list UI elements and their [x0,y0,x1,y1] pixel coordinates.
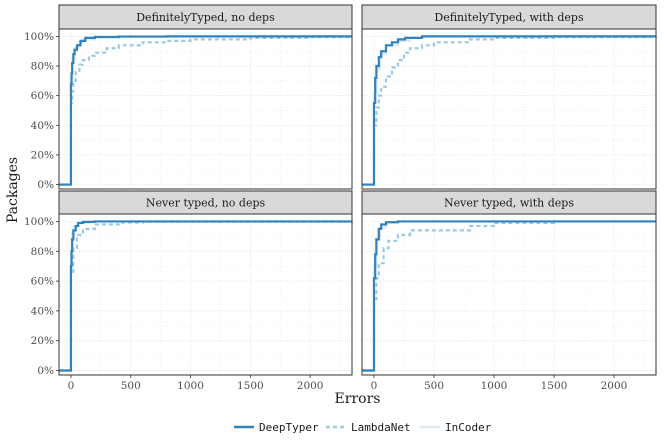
x-tick-label: 2000 [297,380,324,392]
x-tick-label: 500 [424,380,444,392]
y-tick-label: 100% [24,216,54,228]
panel-border [361,28,657,190]
y-tick-label: 0% [37,365,54,377]
series-line-lambdanet [362,220,656,372]
y-tick-label: 60% [31,90,54,102]
panel-title: Never typed, no deps [146,197,266,210]
panel-title: DefinitelyTyped, no deps [136,11,275,24]
series-line-lambdanet [362,36,658,186]
y-tick-label: 0% [37,179,54,191]
panel-2: DefinitelyTyped, with deps [361,4,658,190]
series-line-lambdanet [59,36,354,186]
panel-border [58,28,353,190]
x-tick-label: 2000 [601,380,628,392]
panel-strip [58,4,353,30]
x-tick-label: 0 [68,380,75,392]
series-line-deeptyper [59,220,352,372]
x-tick-label: 1500 [541,380,568,392]
y-tick-label: 60% [31,276,54,288]
panel-background [59,214,352,375]
panel-border [58,213,353,376]
series-line-deeptyper [59,35,352,186]
legend-label-deeptyper: DeepTyper [259,421,319,434]
x-tick-label: 1000 [481,380,508,392]
panel-background [362,29,656,189]
panel-4: Never typed, with deps 0 500 1000 1500 2000 [361,190,657,392]
panel-3: Never typed, no deps 0% 20% 40% 60% 80% 100% 0 5… [24,190,354,392]
x-axis-title: Errors [335,391,381,407]
x-tick-label: 0 [371,380,378,392]
panel-background [59,29,352,189]
y-axis-title: Packages [5,157,21,223]
panel-1: DefinitelyTyped, no deps 0% 20% 40% 60% 80% 10… [24,4,354,191]
y-tick-label: 80% [31,61,54,73]
y-tick-label: 100% [24,31,54,43]
panel-border [361,213,657,376]
x-tick-label: 500 [121,380,141,392]
panel-background [362,214,656,375]
panel-title: Never typed, with deps [444,197,574,210]
x-tick-label: 1500 [237,380,264,392]
y-tick-label: 20% [31,149,54,161]
legend: DeepTyper LambdaNet InCoder [234,421,492,434]
x-tick-label: 1000 [177,380,204,392]
y-tick-label: 40% [31,120,54,132]
series-line-deeptyper [362,220,656,372]
legend-label-lambdanet: LambdaNet [351,421,411,434]
y-tick-label: 40% [31,305,54,317]
series-line-deeptyper [362,35,656,186]
legend-label-incoder: InCoder [445,421,492,434]
y-tick-label: 20% [31,335,54,347]
y-tick-label: 80% [31,246,54,258]
panel-title: DefinitelyTyped, with deps [434,11,584,24]
